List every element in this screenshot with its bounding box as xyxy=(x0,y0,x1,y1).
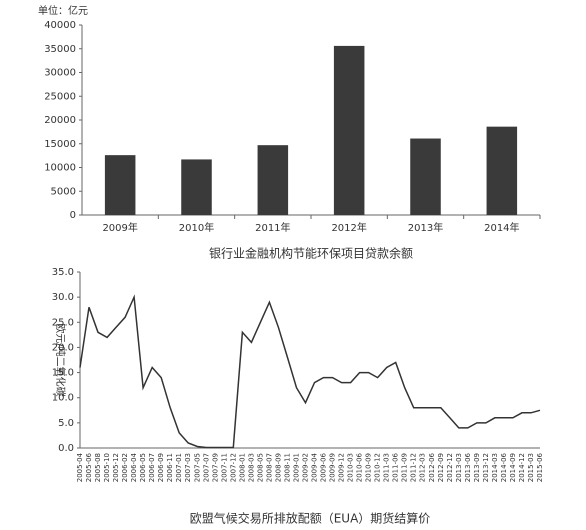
x-tick-label: 2005-10 xyxy=(103,453,111,482)
x-tick-label: 2005-04 xyxy=(76,452,84,482)
x-tick-label: 2007-12 xyxy=(229,453,237,482)
x-tick-label: 2006-04 xyxy=(130,452,138,482)
x-tick-label: 2007-11 xyxy=(220,453,228,482)
y-tick-label: 15.0 xyxy=(52,368,74,379)
y-tick-label: 25.0 xyxy=(52,317,74,328)
x-tick-label: 2013-06 xyxy=(464,452,472,482)
y-tick-label: 20.0 xyxy=(52,342,74,353)
x-tick-label: 2013-03 xyxy=(455,453,463,482)
x-tick-label: 2008-11 xyxy=(283,453,291,482)
x-tick-label: 2005-06 xyxy=(85,452,93,482)
x-tick-label: 2006-07 xyxy=(148,453,156,482)
y-tick-label: 0.0 xyxy=(58,443,74,454)
x-tick-label: 2007-05 xyxy=(193,453,201,482)
x-tick-label: 2011-06 xyxy=(392,452,400,482)
x-tick-label: 2012-12 xyxy=(446,453,454,482)
chart-title: 银行业金融机构节能环保项目贷款余额 xyxy=(209,246,413,261)
x-tick-label: 2009-09 xyxy=(329,453,337,482)
x-tick-label: 2009-02 xyxy=(301,453,309,482)
x-tick-label: 2006-02 xyxy=(121,453,129,482)
x-tick-label: 2006-11 xyxy=(166,453,174,482)
x-tick-label: 2007-01 xyxy=(175,453,183,482)
x-tick-label: 2007-09 xyxy=(211,453,219,482)
x-tick-label: 2005-08 xyxy=(94,453,102,482)
bar xyxy=(104,155,136,215)
bar xyxy=(257,145,289,215)
x-tick-label: 2009-04 xyxy=(311,452,319,482)
x-tick-label: 2011-03 xyxy=(383,453,391,482)
price-line xyxy=(79,294,541,449)
y-tick-label: 10.0 xyxy=(52,393,74,404)
unit-label: 单位：亿元 xyxy=(38,4,88,17)
x-tick-label: 2014-03 xyxy=(491,453,499,482)
y-tick-label: 35.0 xyxy=(52,267,74,278)
x-tick-label: 2006-09 xyxy=(157,453,165,482)
x-tick-label: 2010-09 xyxy=(365,453,373,482)
x-tick-label: 2009年 xyxy=(102,221,137,234)
x-tick-label: 2010-06 xyxy=(356,452,364,482)
bar xyxy=(333,45,365,216)
x-tick-label: 2014-12 xyxy=(518,453,526,482)
x-tick-label: 2013-09 xyxy=(473,453,481,482)
bar xyxy=(486,126,518,215)
bar xyxy=(181,159,212,215)
x-tick-label: 2009-06 xyxy=(320,452,328,482)
x-tick-label: 2013-12 xyxy=(482,453,490,482)
x-tick-label: 2010-12 xyxy=(374,453,382,482)
chart-title: 欧盟气候交易所排放配额（EUA）期货结算价 xyxy=(190,511,431,526)
x-tick-label: 2012-03 xyxy=(419,453,427,482)
x-tick-label: 2008-07 xyxy=(265,453,273,482)
x-tick-label: 2005-12 xyxy=(112,453,120,482)
x-tick-label: 2013年 xyxy=(408,221,443,234)
y-tick-label: 0 xyxy=(70,210,76,221)
x-tick-label: 2011年 xyxy=(255,221,290,234)
x-tick-label: 2008-05 xyxy=(256,453,264,482)
x-tick-label: 2012年 xyxy=(331,221,366,234)
x-tick-label: 2009-01 xyxy=(292,453,300,482)
y-tick-label: 5.0 xyxy=(58,418,74,429)
y-tick-label: 30.0 xyxy=(52,292,74,303)
x-tick-label: 2014-09 xyxy=(509,453,517,482)
x-tick-label: 2007-07 xyxy=(202,453,210,482)
y-axis-label: 欧元/吨二氧化碳 xyxy=(54,323,67,396)
x-tick-label: 2010年 xyxy=(179,221,214,234)
x-tick-label: 2011-12 xyxy=(410,453,418,482)
x-tick-label: 2014年 xyxy=(484,221,519,234)
x-tick-label: 2012-06 xyxy=(428,452,436,482)
x-tick-label: 2014-06 xyxy=(500,452,508,482)
x-tick-label: 2011-09 xyxy=(401,453,409,482)
y-tick-label: 25000 xyxy=(44,91,76,102)
x-tick-label: 2015-03 xyxy=(527,453,535,482)
y-tick-label: 40000 xyxy=(44,20,76,31)
x-tick-label: 2006-05 xyxy=(139,453,147,482)
x-tick-label: 2015-06 xyxy=(536,452,544,482)
x-tick-label: 2009-12 xyxy=(338,453,346,482)
x-tick-label: 2008-03 xyxy=(247,453,255,482)
y-tick-label: 5000 xyxy=(51,186,76,197)
y-tick-label: 35000 xyxy=(44,44,76,55)
y-tick-label: 15000 xyxy=(44,139,76,150)
y-tick-label: 10000 xyxy=(44,163,76,174)
bar xyxy=(410,138,441,215)
y-tick-label: 20000 xyxy=(44,115,76,126)
x-tick-label: 2010-03 xyxy=(347,453,355,482)
y-tick-label: 30000 xyxy=(44,68,76,79)
x-tick-label: 2007-03 xyxy=(184,453,192,482)
x-tick-label: 2012-09 xyxy=(437,453,445,482)
x-tick-label: 2008-09 xyxy=(274,453,282,482)
x-tick-label: 2008-01 xyxy=(238,453,246,482)
